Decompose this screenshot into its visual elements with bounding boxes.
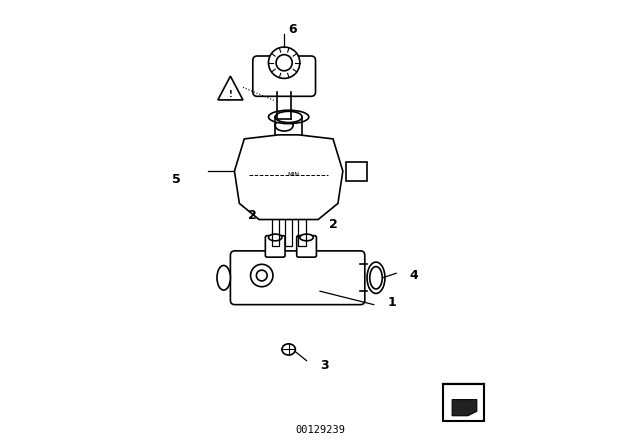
Text: 00129239: 00129239 [295, 425, 345, 435]
FancyBboxPatch shape [266, 236, 285, 257]
FancyBboxPatch shape [443, 384, 484, 421]
Ellipse shape [370, 267, 382, 289]
Text: 4: 4 [410, 269, 419, 282]
Polygon shape [452, 400, 477, 416]
Text: 2: 2 [329, 217, 338, 231]
FancyBboxPatch shape [253, 56, 316, 96]
Text: 3: 3 [320, 358, 328, 372]
Polygon shape [218, 76, 243, 100]
Circle shape [276, 55, 292, 71]
FancyBboxPatch shape [346, 162, 367, 181]
Text: 5: 5 [172, 172, 181, 186]
Text: 6: 6 [289, 22, 297, 36]
Ellipse shape [275, 111, 302, 123]
Text: MIN: MIN [287, 172, 299, 177]
FancyBboxPatch shape [230, 251, 365, 305]
Circle shape [269, 47, 300, 78]
Text: !: ! [228, 90, 232, 99]
Ellipse shape [269, 234, 282, 241]
Ellipse shape [282, 344, 296, 355]
Text: 2: 2 [248, 208, 257, 222]
Ellipse shape [300, 234, 314, 241]
Ellipse shape [217, 265, 230, 290]
Ellipse shape [367, 262, 385, 293]
Circle shape [251, 264, 273, 287]
Ellipse shape [269, 110, 309, 124]
FancyBboxPatch shape [297, 236, 316, 257]
Ellipse shape [275, 120, 293, 131]
Text: 1: 1 [387, 296, 396, 309]
Polygon shape [234, 135, 343, 220]
Circle shape [257, 270, 267, 281]
